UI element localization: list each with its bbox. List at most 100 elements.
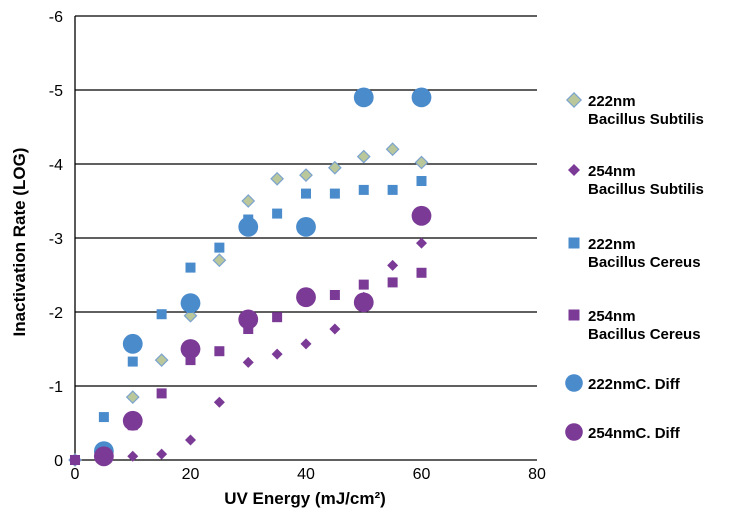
legend-marker bbox=[568, 164, 580, 176]
data-point bbox=[327, 160, 342, 175]
series-5 bbox=[93, 87, 432, 462]
data-point bbox=[387, 184, 398, 195]
data-point bbox=[329, 289, 340, 300]
data-point bbox=[300, 338, 312, 350]
data-point bbox=[180, 293, 201, 314]
data-point bbox=[329, 188, 340, 199]
data-point bbox=[358, 279, 369, 290]
data-point bbox=[125, 390, 140, 404]
data-point bbox=[122, 410, 143, 431]
data-point bbox=[185, 434, 196, 446]
data-point bbox=[93, 446, 114, 467]
data-point bbox=[353, 87, 374, 108]
data-point bbox=[296, 217, 316, 237]
legend-label: 222nmC. Diff bbox=[588, 376, 681, 393]
data-point bbox=[212, 253, 227, 268]
data-point bbox=[416, 176, 427, 187]
axes bbox=[74, 16, 537, 461]
data-point bbox=[238, 309, 259, 330]
x-tick-label: 0 bbox=[71, 466, 80, 483]
data-point bbox=[70, 455, 80, 465]
data-point bbox=[272, 312, 283, 323]
legend-label: Bacillus Cereus bbox=[588, 254, 701, 271]
y-tick-label: -1 bbox=[49, 379, 63, 396]
data-point bbox=[122, 333, 143, 354]
data-point bbox=[296, 287, 316, 308]
data-point bbox=[271, 348, 283, 360]
data-point bbox=[214, 242, 225, 253]
data-point bbox=[301, 188, 311, 199]
legend-label: 222nm bbox=[588, 93, 636, 110]
legend-label: Bacillus Cereus bbox=[588, 326, 701, 343]
x-tick-label: 60 bbox=[413, 466, 431, 483]
data-point bbox=[183, 308, 198, 323]
gridlines bbox=[75, 15, 537, 387]
x-axis-title: UV Energy (mJ/cm²) bbox=[224, 489, 386, 508]
data-point bbox=[416, 237, 427, 249]
series-6 bbox=[93, 205, 432, 467]
y-tick-label: -2 bbox=[49, 305, 63, 322]
data-point bbox=[127, 450, 139, 462]
data-point bbox=[213, 396, 225, 408]
legend-label: 254nm bbox=[588, 163, 636, 180]
data-point bbox=[154, 353, 169, 367]
y-tick-label: 0 bbox=[54, 453, 63, 470]
legend-label: 254nmC. Diff bbox=[588, 425, 681, 442]
data-point bbox=[180, 339, 201, 359]
data-points bbox=[68, 87, 432, 467]
data-point bbox=[414, 155, 429, 170]
data-point bbox=[387, 259, 399, 271]
series-1 bbox=[68, 142, 429, 467]
legend-label: 254nm bbox=[588, 308, 636, 325]
series-2 bbox=[69, 237, 427, 466]
data-point bbox=[329, 323, 341, 335]
data-point bbox=[156, 448, 168, 460]
data-point bbox=[270, 171, 285, 186]
data-point bbox=[185, 262, 196, 273]
data-point bbox=[242, 356, 254, 368]
x-tick-labels: 0 20 40 60 80 bbox=[71, 466, 546, 483]
y-tick-label: -4 bbox=[49, 157, 63, 174]
legend-marker bbox=[565, 374, 583, 392]
y-tick-label: -6 bbox=[49, 9, 63, 26]
y-tick-label: -3 bbox=[49, 231, 63, 248]
data-point bbox=[156, 388, 167, 399]
data-point bbox=[299, 168, 313, 182]
data-point bbox=[358, 184, 369, 195]
data-point bbox=[356, 149, 371, 164]
data-point bbox=[385, 142, 400, 157]
legend-marker bbox=[566, 92, 582, 108]
legend-entry: 222nmC. Diff bbox=[565, 374, 681, 393]
data-point bbox=[411, 205, 432, 226]
x-tick-label: 40 bbox=[297, 466, 315, 483]
data-point bbox=[214, 346, 225, 357]
legend-marker bbox=[568, 237, 580, 249]
y-tick-labels: -6 -5 -4 -3 -2 -1 0 bbox=[49, 9, 63, 470]
x-tick-label: 20 bbox=[182, 466, 200, 483]
legend-label: 222nm bbox=[588, 236, 636, 253]
legend-label: Bacillus Subtilis bbox=[588, 111, 704, 128]
data-point bbox=[98, 412, 109, 423]
legend-marker bbox=[565, 423, 583, 441]
data-point bbox=[416, 267, 427, 278]
data-point bbox=[353, 292, 374, 313]
y-axis-title: Inactivation Rate (LOG) bbox=[10, 148, 29, 337]
data-point bbox=[387, 277, 398, 288]
y-tick-label: -5 bbox=[49, 83, 63, 100]
data-point bbox=[127, 356, 138, 367]
data-point bbox=[272, 208, 283, 219]
data-point bbox=[411, 87, 432, 108]
data-point bbox=[238, 217, 259, 237]
data-point bbox=[241, 194, 256, 208]
legend-entry: 254nmC. Diff bbox=[565, 423, 681, 442]
legend-label: Bacillus Subtilis bbox=[588, 181, 704, 198]
x-tick-label: 80 bbox=[528, 466, 546, 483]
data-point bbox=[156, 309, 167, 320]
legend-marker bbox=[568, 309, 580, 321]
